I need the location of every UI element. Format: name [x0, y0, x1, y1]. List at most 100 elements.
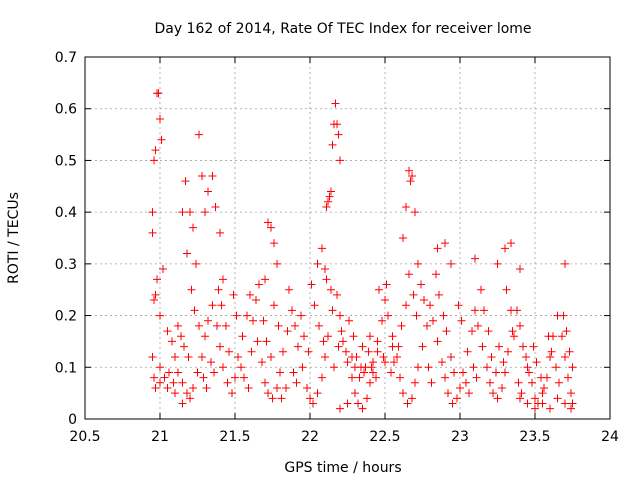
data-point [321, 265, 329, 274]
data-point [151, 290, 160, 299]
data-point [336, 404, 344, 413]
data-point [345, 316, 353, 325]
x-tick-label: 21.5 [219, 429, 250, 445]
y-axis-label: ROTI / TECUs [6, 192, 22, 284]
data-point [156, 378, 164, 387]
data-point [178, 378, 187, 387]
data-point [276, 368, 284, 377]
data-point [369, 368, 377, 377]
data-point [151, 383, 160, 392]
data-point [405, 166, 413, 175]
data-point [397, 321, 406, 330]
data-point [274, 321, 283, 330]
data-point [561, 399, 569, 408]
data-point [324, 197, 332, 206]
data-point [163, 327, 172, 336]
data-point [187, 285, 196, 294]
data-point [354, 399, 362, 408]
data-point [208, 301, 217, 310]
data-point [234, 352, 242, 361]
data-point [322, 275, 331, 284]
data-point [435, 290, 443, 299]
data-point [343, 358, 352, 367]
data-point [279, 347, 287, 356]
data-point [148, 352, 157, 361]
data-point [486, 378, 494, 387]
data-point [373, 347, 382, 356]
data-point [366, 332, 374, 341]
y-tick-label: 0.6 [55, 102, 77, 118]
data-point [507, 239, 515, 248]
data-point [157, 135, 166, 144]
data-point [267, 223, 275, 232]
data-point [201, 208, 209, 217]
data-point [523, 363, 532, 372]
data-point [237, 363, 245, 372]
data-point [289, 368, 298, 377]
data-point [468, 327, 476, 336]
data-point [319, 337, 328, 346]
data-point [336, 156, 344, 165]
data-point [255, 280, 263, 289]
data-point [405, 270, 413, 279]
data-point [273, 383, 281, 392]
data-point [495, 342, 503, 351]
grid [85, 57, 610, 419]
data-point [213, 321, 221, 330]
plot-frame [84, 56, 611, 420]
data-point [148, 228, 157, 237]
x-tick-label: 20.5 [69, 429, 100, 445]
data-point [183, 249, 191, 258]
data-point [406, 177, 415, 186]
data-point [546, 404, 554, 413]
data-point [409, 290, 418, 299]
data-point [253, 337, 262, 346]
data-point [306, 394, 314, 403]
data-point [366, 378, 374, 387]
data-point [396, 373, 404, 382]
data-point [262, 337, 271, 346]
data-point [195, 130, 203, 139]
data-point [207, 358, 215, 367]
data-point [163, 383, 172, 392]
data-point [156, 363, 164, 372]
data-point [427, 378, 436, 387]
data-point [156, 115, 164, 124]
data-point [178, 208, 187, 217]
data-point [217, 301, 226, 310]
data-point [333, 290, 341, 299]
data-point [168, 337, 176, 346]
data-point [388, 342, 397, 351]
data-point [189, 383, 197, 392]
data-points [148, 89, 577, 413]
data-point [547, 347, 556, 356]
data-point [310, 301, 319, 310]
data-point [156, 311, 164, 320]
data-point [294, 342, 302, 351]
data-point [487, 352, 496, 361]
data-point [198, 352, 206, 361]
data-point [393, 352, 401, 361]
data-point [523, 399, 532, 408]
data-point [277, 394, 286, 403]
data-point [426, 301, 434, 310]
y-tick-labels: 0 0.1 0.2 0.3 0.4 0.5 0.6 0.7 [55, 50, 77, 428]
data-point [243, 311, 251, 320]
data-point [148, 208, 157, 217]
chart-title: Day 162 of 2014, Rate Of TEC Index for r… [154, 21, 531, 37]
data-point [361, 363, 370, 372]
data-point [459, 368, 467, 377]
data-point [561, 352, 569, 361]
data-point [516, 394, 524, 403]
data-point [544, 332, 553, 341]
data-point [423, 321, 431, 330]
data-point [337, 327, 346, 336]
data-point [160, 373, 169, 382]
data-point [465, 389, 473, 398]
data-point [150, 156, 158, 165]
y-tick-label: 0.7 [55, 50, 77, 66]
data-point [165, 368, 173, 377]
data-point [462, 378, 470, 387]
y-tick-label: 0 [68, 412, 77, 428]
data-point [150, 373, 158, 382]
